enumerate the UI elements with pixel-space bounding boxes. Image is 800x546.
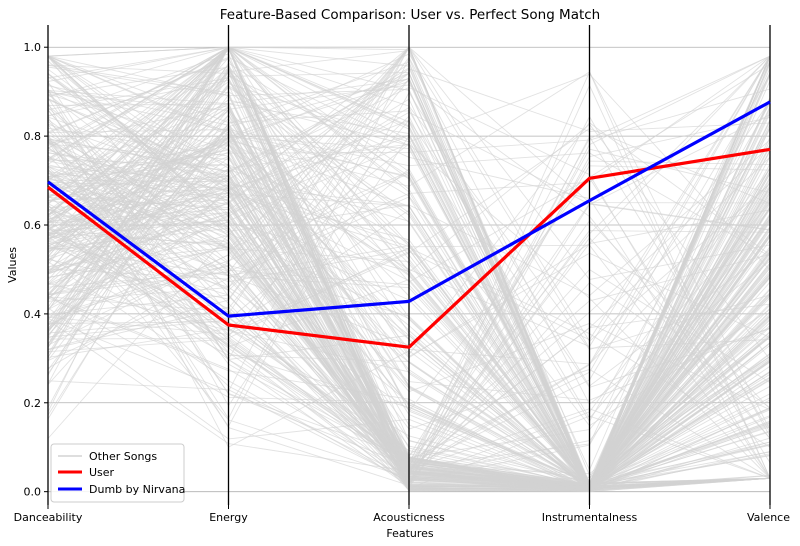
- x-tick-label-instrumentalness: Instrumentalness: [542, 511, 638, 524]
- legend-label-user: User: [89, 466, 115, 479]
- series-line-dumb-by-nirvana: [47, 100, 771, 318]
- x-axis-title: Features: [386, 527, 434, 540]
- legend-box: [50, 443, 185, 503]
- x-tick-labels: Danceability Energy Acousticness Instrument…: [14, 505, 790, 524]
- highlight-series: [47, 100, 771, 349]
- feature-axes: [47, 25, 771, 505]
- y-tick-label: 1.0: [24, 41, 42, 54]
- y-tick-label: 0.4: [24, 308, 42, 321]
- y-tick-label: 0.0: [24, 486, 42, 499]
- legend: Other Songs User Dumb by Nirvana: [50, 443, 185, 503]
- x-tick-label-energy: Energy: [209, 511, 248, 524]
- legend-label-dumb-by-nirvana: Dumb by Nirvana: [89, 483, 185, 496]
- y-tick-label: 0.2: [24, 397, 42, 410]
- y-tick-labels: 0.0 0.2 0.4 0.6 0.8 1.0: [24, 41, 48, 499]
- chart-title: Feature-Based Comparison: User vs. Perfe…: [220, 7, 601, 23]
- legend-label-other-songs: Other Songs: [89, 450, 157, 463]
- x-tick-label-valence: Valence: [747, 511, 790, 524]
- x-tick-label-acousticness: Acousticness: [373, 511, 445, 524]
- x-tick-label-danceability: Danceability: [14, 511, 83, 524]
- y-tick-label: 0.8: [24, 130, 42, 143]
- y-tick-label: 0.6: [24, 219, 42, 232]
- y-axis-title: Values: [6, 247, 19, 283]
